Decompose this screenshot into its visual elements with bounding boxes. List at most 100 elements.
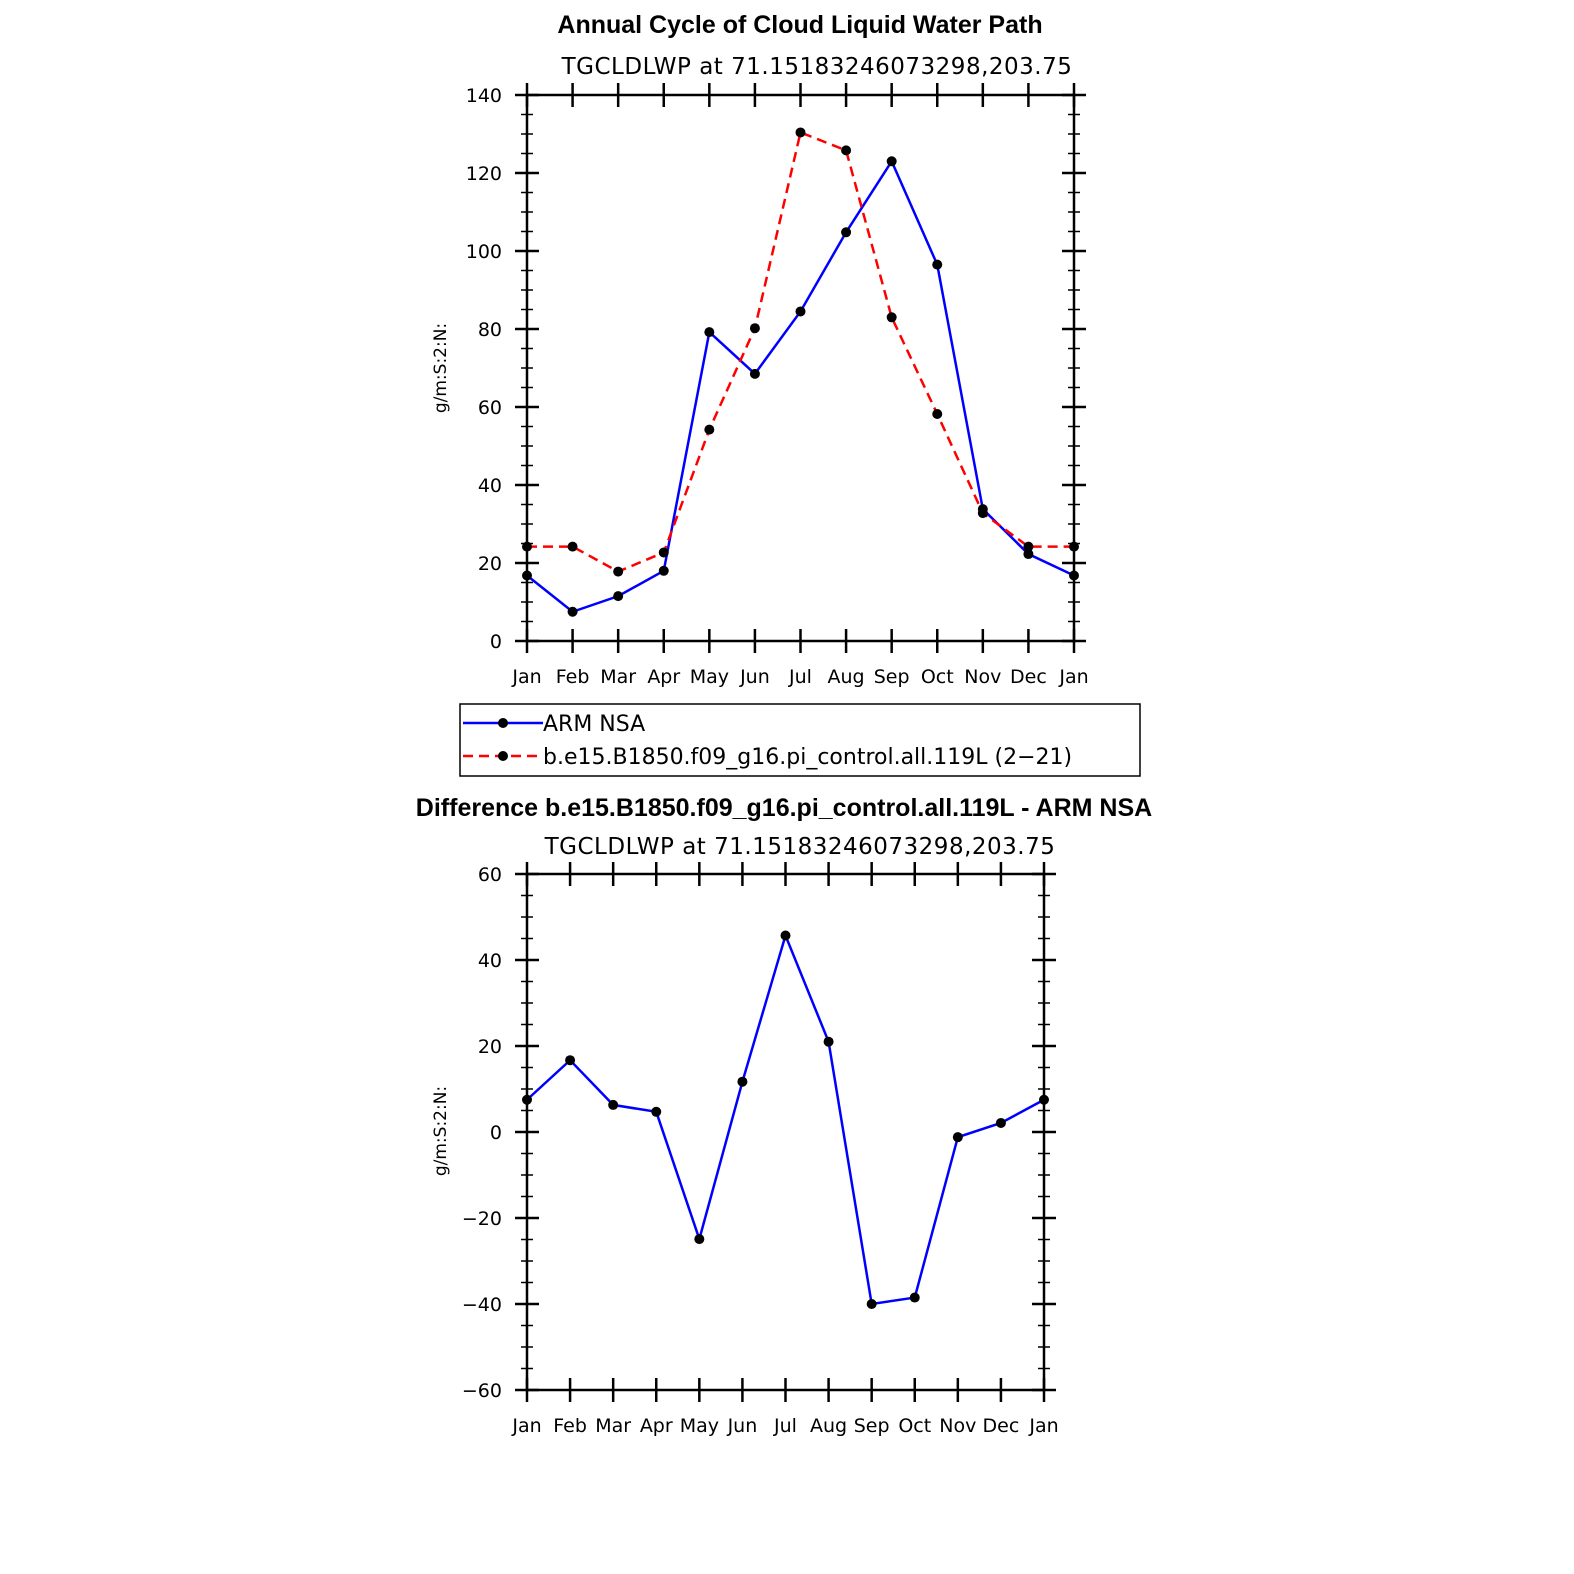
series-0-point xyxy=(886,156,897,167)
x-tick-label: Apr xyxy=(647,666,680,688)
series-0-point xyxy=(823,1036,834,1047)
legend-marker-model xyxy=(498,751,508,761)
x-tick-label: Apr xyxy=(640,1415,673,1437)
plot-frame xyxy=(525,872,1046,1392)
series-line-0 xyxy=(526,158,1075,614)
x-tick-label: May xyxy=(680,1415,719,1437)
x-tick-label: Nov xyxy=(939,1415,976,1437)
series-0-point xyxy=(780,930,791,941)
y-tick-label: 40 xyxy=(478,475,502,497)
series-0-point xyxy=(608,1099,619,1110)
x-tick-label: Feb xyxy=(553,1415,587,1437)
x-tick-label: Jan xyxy=(511,1415,541,1437)
series-1-point xyxy=(841,145,852,156)
x-tick-label: Oct xyxy=(898,1415,931,1437)
legend-marker-arm-nsa xyxy=(498,718,508,728)
x-tick-label: Jun xyxy=(739,666,770,688)
x-tick-label: Jun xyxy=(727,1415,758,1437)
series-0-point xyxy=(651,1106,662,1117)
series-0-point xyxy=(704,327,715,338)
y-tick-label: 80 xyxy=(478,319,502,341)
chart-1-plot: 0 20 40 60 80 100 120 140 Jan Feb Mar Apr May Jun Jul A… xyxy=(466,83,1089,688)
x-tick-label: Mar xyxy=(595,1415,631,1437)
x-tick-label: Sep xyxy=(854,1415,890,1437)
y-tick-label: −40 xyxy=(462,1294,502,1316)
series-line-1 xyxy=(527,130,1074,573)
series-0-point xyxy=(567,606,578,617)
y-tick-label: 20 xyxy=(478,1036,502,1058)
x-tick-label: Jul xyxy=(773,1415,797,1437)
series-1-point xyxy=(795,127,806,138)
chart-2-plot: −60 −40 −20 0 20 40 60 Jan Feb Mar Apr May Jun Jul Aug… xyxy=(462,862,1059,1437)
x-tick-label: Dec xyxy=(983,1415,1020,1437)
chart-1-subtitle: TGCLDLWP at 71.15183246073298,203.75 xyxy=(561,54,1073,80)
series-1-point xyxy=(613,566,624,577)
x-tick-label: Aug xyxy=(810,1415,847,1437)
series-1-point xyxy=(977,508,988,519)
series-0-point xyxy=(749,368,760,379)
y-tick-label: 60 xyxy=(478,864,502,886)
chart-2-title: Difference b.e15.B1850.f09_g16.pi_contro… xyxy=(416,794,1152,822)
series-1-point xyxy=(567,541,578,552)
chart-2-y-axis-label: g/m:S:2:N: xyxy=(431,1086,451,1176)
chart-1-title: Annual Cycle of Cloud Liquid Water Path xyxy=(557,11,1042,39)
series-1-point xyxy=(932,409,943,420)
series-0-point xyxy=(522,570,532,581)
series-0-point xyxy=(658,565,669,576)
series-0-point xyxy=(522,1094,532,1105)
x-tick-label: Jan xyxy=(1028,1415,1058,1437)
series-1-point xyxy=(658,547,669,558)
series-0-point xyxy=(694,1234,705,1245)
series-0-point xyxy=(795,306,806,317)
x-tick-label: May xyxy=(690,666,729,688)
series-0-point xyxy=(952,1132,963,1143)
series-0-point xyxy=(613,591,624,602)
legend-label-arm-nsa: ARM NSA xyxy=(543,712,645,737)
legend-entry-arm-nsa: ARM NSA xyxy=(463,712,645,737)
x-tick-label: Jan xyxy=(1058,666,1088,688)
x-tick-label: Feb xyxy=(556,666,590,688)
y-tick-label: −60 xyxy=(462,1380,502,1402)
x-tick-label: Dec xyxy=(1010,666,1047,688)
legend: ARM NSA b.e15.B1850.f09_g16.pi_control.a… xyxy=(459,703,1141,777)
series-0-point xyxy=(1069,570,1079,581)
series-0-point xyxy=(1023,549,1034,560)
series-0-point xyxy=(565,1055,576,1066)
series-0-point xyxy=(932,259,943,270)
chart-2-subtitle: TGCLDLWP at 71.15183246073298,203.75 xyxy=(544,834,1056,860)
series-0-point xyxy=(841,227,852,238)
series-0-point xyxy=(909,1292,920,1303)
series-line-0 xyxy=(526,931,1045,1306)
legend-entry-model: b.e15.B1850.f09_g16.pi_control.all.119L … xyxy=(463,745,1072,770)
y-tick-label: 60 xyxy=(478,397,502,419)
y-tick-label: −20 xyxy=(462,1208,502,1230)
x-tick-label: Nov xyxy=(964,666,1001,688)
series-1-point xyxy=(1023,541,1034,552)
x-tick-label: Aug xyxy=(828,666,865,688)
x-tick-label: Sep xyxy=(874,666,910,688)
series-1-point xyxy=(1069,541,1079,552)
y-tick-label: 140 xyxy=(466,85,502,107)
series-0-point xyxy=(995,1117,1006,1128)
chart-1-y-axis-label: g/m:S:2:N: xyxy=(431,323,451,413)
x-tick-label: Jul xyxy=(788,666,812,688)
series-0-point xyxy=(1039,1094,1049,1105)
series-1-point xyxy=(886,312,897,323)
series-0-point xyxy=(737,1076,748,1087)
y-tick-label: 0 xyxy=(490,1122,502,1144)
legend-box xyxy=(459,703,1141,777)
y-tick-label: 0 xyxy=(490,631,502,653)
y-tick-label: 40 xyxy=(478,950,502,972)
x-tick-label: Jan xyxy=(511,666,541,688)
y-tick-label: 20 xyxy=(478,553,502,575)
series-0-point xyxy=(866,1299,877,1309)
legend-label-model: b.e15.B1850.f09_g16.pi_control.all.119L … xyxy=(543,745,1072,770)
y-tick-label: 120 xyxy=(466,163,502,185)
plot-frame xyxy=(525,93,1076,643)
x-tick-label: Mar xyxy=(600,666,636,688)
y-tick-label: 100 xyxy=(466,241,502,263)
series-1-point xyxy=(704,424,715,435)
series-1-point xyxy=(749,323,760,334)
x-tick-label: Oct xyxy=(921,666,954,688)
